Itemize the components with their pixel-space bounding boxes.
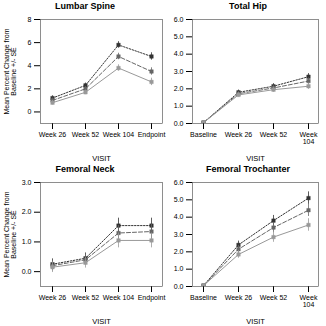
svg-text:Week 26: Week 26 [225,131,253,138]
svg-text:6.0: 6.0 [174,179,184,186]
svg-text:VISIT: VISIT [246,317,265,325]
svg-text:Mean Percent Change fromBaseli: Mean Percent Change fromBaseline +/- SE [3,191,17,277]
svg-text:Week 52: Week 52 [72,131,100,138]
svg-text:5.0: 5.0 [174,196,184,203]
html-text:Femoral Trochanter: Femoral Trochanter [206,164,290,174]
svg-text:Endpoint: Endpoint [138,294,166,302]
svg-text:Week 104: Week 104 [103,294,134,301]
svg-text:Week104: Week104 [300,131,318,145]
svg-text:6.0: 6.0 [174,16,184,23]
svg-text:Week 26: Week 26 [225,294,253,301]
svg-text:1.0: 1.0 [22,238,32,245]
svg-text:0.0: 0.0 [174,120,184,127]
svg-text:4: 4 [28,62,32,69]
svg-text:Baseline: Baseline [190,294,217,301]
svg-text:0.0: 0.0 [174,283,184,290]
html-text:Total Hip: Total Hip [229,1,267,11]
svg-text:8: 8 [28,16,32,23]
svg-text:6: 6 [28,39,32,46]
html-text:Femoral Neck: Femoral Neck [55,164,115,174]
svg-text:4.0: 4.0 [174,50,184,57]
svg-text:1.0: 1.0 [174,102,184,109]
svg-text:Week104: Week104 [300,294,318,308]
svg-text:Baseline: Baseline [190,131,217,138]
svg-text:Endpoint: Endpoint [138,131,166,139]
svg-text:Week 52: Week 52 [72,294,100,301]
svg-text:Week 26: Week 26 [39,131,67,138]
svg-text:0: 0 [28,108,32,115]
svg-text:0.0: 0.0 [22,268,32,275]
svg-text:Week 52: Week 52 [260,131,288,138]
svg-text:3.0: 3.0 [22,179,32,186]
svg-text:2.0: 2.0 [174,248,184,255]
svg-text:1.0: 1.0 [174,265,184,272]
svg-text:Week 26: Week 26 [39,294,67,301]
svg-text:3.0: 3.0 [174,231,184,238]
svg-text:Mean Percent Change fromBaseli: Mean Percent Change fromBaseline +/- SE [3,28,17,114]
svg-text:VISIT: VISIT [92,154,111,162]
html-text:Lumbar Spine: Lumbar Spine [55,1,115,11]
svg-text:4.0: 4.0 [174,213,184,220]
svg-text:2.0: 2.0 [174,85,184,92]
svg-text:Week 52: Week 52 [260,294,288,301]
svg-text:3.0: 3.0 [174,68,184,75]
svg-text:2: 2 [28,85,32,92]
svg-text:5.0: 5.0 [174,33,184,40]
svg-text:Week 104: Week 104 [103,131,134,138]
svg-text:VISIT: VISIT [246,154,265,162]
svg-text:2.0: 2.0 [22,208,32,215]
svg-text:VISIT: VISIT [92,317,111,325]
